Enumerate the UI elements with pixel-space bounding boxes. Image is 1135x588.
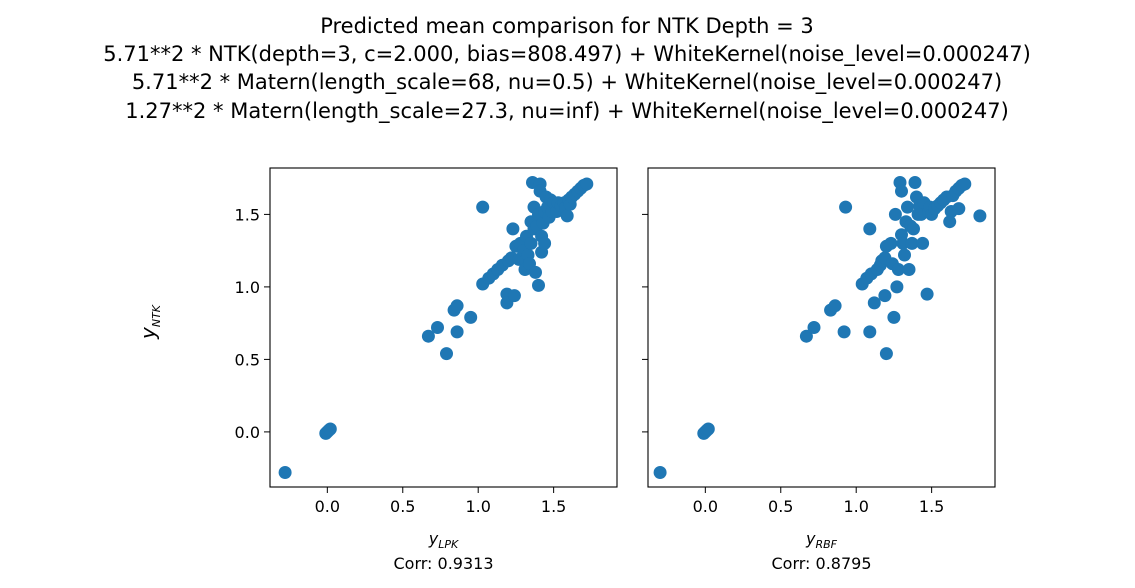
x-tick-label: 0.5	[768, 497, 793, 516]
scatter-point	[898, 248, 911, 262]
scatter-point	[908, 176, 922, 189]
scatter-point	[887, 310, 901, 324]
scatter-point	[878, 289, 892, 303]
scatter-point	[532, 278, 545, 292]
x-axis-label: yLPK	[428, 529, 459, 551]
x-axis-label-main: y	[805, 529, 816, 548]
correlation-label: Corr: 0.9313	[393, 554, 493, 573]
scatter-point	[529, 265, 542, 279]
scatter-point	[653, 466, 667, 479]
scatter-point	[901, 200, 914, 214]
x-tick-label: 1.0	[465, 497, 490, 516]
scatter-point	[538, 236, 552, 250]
y-axis-label-main: y	[136, 326, 160, 340]
scatter-point	[580, 177, 594, 191]
scatter-point	[958, 177, 972, 191]
x-tick-label: 0.0	[693, 497, 718, 516]
x-tick-label: 0.5	[390, 497, 415, 516]
scatter-point	[807, 321, 821, 334]
axes-frame	[269, 167, 618, 488]
scatter-point	[920, 287, 934, 301]
scatter-point	[701, 422, 715, 436]
x-axis-label-subscript: RBF	[815, 538, 837, 551]
y-tick-label: 0.0	[235, 423, 260, 442]
y-tick-label: 1.5	[235, 205, 260, 224]
scatter-point	[839, 200, 853, 214]
scatter-point	[799, 329, 813, 343]
scatter-point	[464, 310, 478, 324]
scatter-point	[895, 184, 908, 198]
scatter-point	[890, 280, 904, 294]
scatter-point	[896, 236, 910, 250]
figure-title-line-1: Predicted mean comparison for NTK Depth …	[320, 14, 814, 38]
scatter-point	[440, 347, 453, 361]
scatter-point	[884, 236, 898, 250]
x-tick-label: 1.0	[843, 497, 868, 516]
axes-frame	[647, 167, 996, 488]
x-tick-label: 1.5	[541, 497, 566, 516]
scatter-point	[973, 209, 987, 223]
figure-title-line-2: 5.71**2 * NTK(depth=3, c=2.000, bias=808…	[103, 42, 1031, 67]
y-axis-label-subscript: NTK	[150, 304, 163, 327]
figure-title-line-4: 1.27**2 * Matern(length_scale=27.3, nu=i…	[125, 99, 1009, 124]
scatter-point	[916, 236, 930, 250]
scatter-point	[476, 200, 490, 214]
scatter-point	[879, 347, 893, 361]
x-tick-label: 1.5	[919, 497, 944, 516]
scatter-point	[560, 209, 574, 223]
x-tick-label: 0.0	[315, 497, 340, 516]
y-axis-label: yNTK	[136, 304, 163, 340]
x-axis-label-subscript: LPK	[438, 538, 459, 551]
scatter-point	[506, 222, 520, 236]
scatter-point	[905, 236, 919, 250]
y-tick-label: 1.0	[235, 278, 260, 297]
scatter-point	[507, 289, 521, 303]
scatter-panel-rbf: 0.0 0.5 1.0 1.5 yRBF Corr: 0.8795	[642, 167, 996, 573]
scatter-point	[323, 422, 337, 436]
scatter-point	[943, 215, 957, 229]
scatter-point	[837, 325, 851, 339]
scatter-point	[524, 236, 538, 250]
scatter-point	[450, 325, 464, 339]
x-axis-label-main: y	[428, 529, 439, 548]
scatter-points	[278, 176, 594, 479]
scatter-point	[828, 299, 842, 313]
scatter-point	[863, 222, 877, 236]
scatter-panel-lpk: 0.0 0.5 1.0 1.5 0.0 0.5 1.0 1.5 yLPK Corr: 0.9313	[235, 167, 618, 573]
scatter-point	[421, 329, 435, 343]
scatter-point	[278, 466, 292, 479]
scatter-point	[863, 325, 877, 339]
scatter-point	[867, 296, 881, 310]
y-tick-label: 0.5	[235, 350, 260, 369]
scatter-point	[891, 263, 905, 276]
correlation-label: Corr: 0.8795	[771, 554, 871, 573]
scatter-points	[653, 176, 987, 479]
scatter-point	[907, 222, 920, 236]
x-axis-label: yRBF	[805, 529, 838, 551]
scatter-point	[450, 299, 464, 313]
figure-title-line-3: 5.71**2 * Matern(length_scale=68, nu=0.5…	[132, 70, 1002, 95]
scatter-point	[888, 207, 902, 221]
scatter-point	[952, 202, 966, 216]
scatter-point	[431, 321, 444, 334]
scatter-point	[902, 263, 916, 276]
